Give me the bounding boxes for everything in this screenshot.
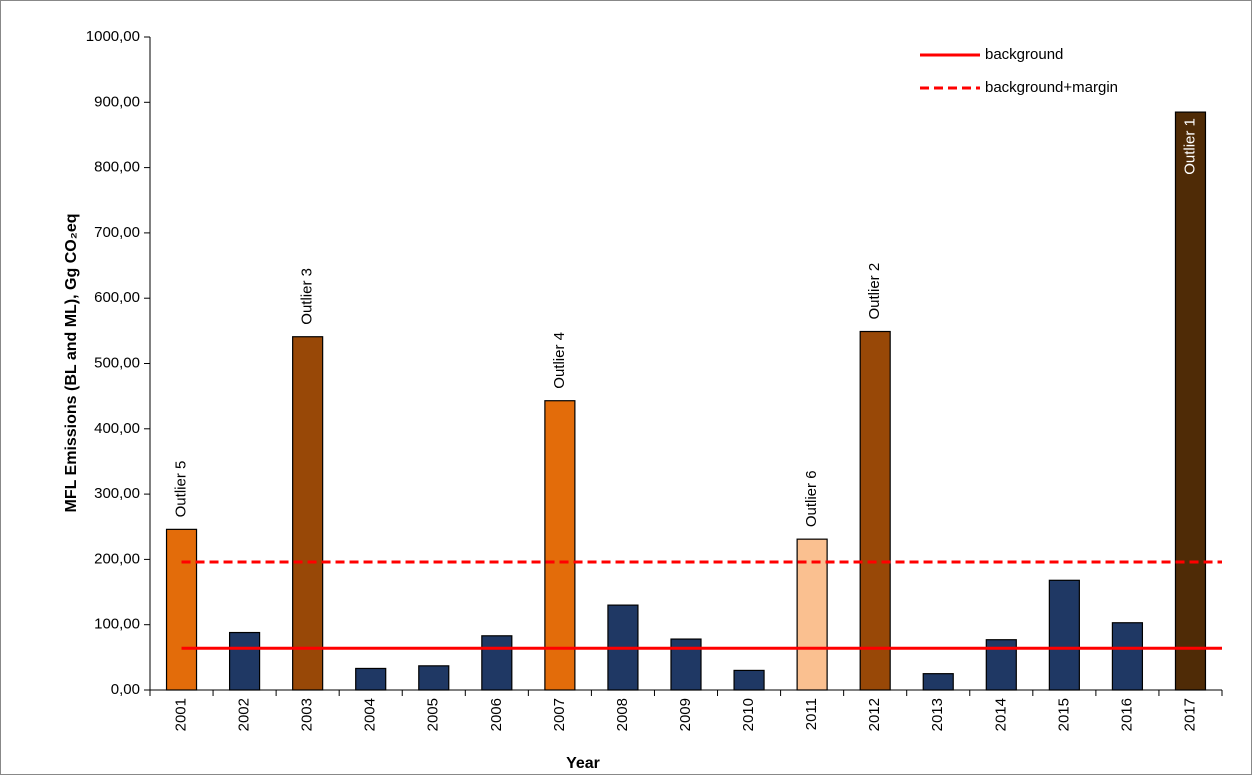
bar — [859, 330, 891, 691]
x-tick-label: 2004 — [362, 698, 379, 731]
bar — [228, 631, 261, 691]
bar — [1111, 622, 1144, 691]
bar — [481, 635, 513, 691]
y-tick-label: 300,00 — [94, 485, 140, 502]
x-tick-label: 2008 — [614, 698, 631, 731]
bar — [1048, 579, 1080, 691]
y-tick-label: 700,00 — [94, 224, 140, 241]
x-tick-label: 2017 — [1181, 698, 1198, 731]
x-tick-label: 2001 — [172, 698, 189, 731]
bar — [292, 336, 324, 691]
y-tick-label: 900,00 — [94, 93, 140, 110]
y-tick-label: 0,00 — [111, 681, 140, 698]
x-tick-label: 2012 — [866, 698, 883, 731]
bar — [922, 673, 954, 691]
y-tick-label: 600,00 — [94, 289, 140, 306]
bar — [544, 400, 576, 691]
y-tick-label: 100,00 — [94, 616, 140, 633]
y-tick-label: 200,00 — [94, 550, 140, 567]
legend-label: background — [985, 46, 1063, 63]
x-tick-label: 2010 — [740, 698, 757, 731]
data-label: Outlier 4 — [551, 332, 568, 389]
x-tick-label: 2015 — [1055, 698, 1072, 731]
data-label: Outlier 6 — [803, 470, 820, 527]
x-tick-label: 2003 — [299, 698, 316, 731]
y-tick-label: 400,00 — [94, 420, 140, 437]
data-label: Outlier 5 — [172, 461, 189, 518]
bar — [418, 665, 450, 691]
x-axis-title: Year — [566, 755, 600, 772]
bar — [355, 667, 387, 691]
y-tick-label: 1000,00 — [86, 28, 140, 45]
bar — [796, 538, 828, 691]
data-label: Outlier 1 — [1181, 118, 1198, 175]
x-tick-label: 2009 — [677, 698, 694, 731]
x-tick-label: 2006 — [488, 698, 505, 731]
x-tick-label: 2002 — [236, 698, 253, 731]
bar — [1174, 111, 1207, 691]
x-tick-label: 2016 — [1118, 698, 1135, 731]
legend-label: background+margin — [985, 79, 1118, 96]
y-tick-label: 500,00 — [94, 354, 140, 371]
x-tick-label: 2011 — [803, 698, 820, 730]
x-tick-label: 2014 — [992, 698, 1009, 731]
bar — [670, 638, 702, 691]
data-label: Outlier 3 — [299, 268, 316, 325]
y-axis-title: MFL Emissions (BL and ML), Gg CO₂eq — [63, 214, 80, 513]
x-tick-label: 2007 — [551, 698, 568, 731]
y-tick-label: 800,00 — [94, 159, 140, 176]
x-tick-label: 2005 — [425, 698, 442, 731]
x-tick-label: 2013 — [929, 698, 946, 731]
bar — [165, 528, 198, 691]
bar — [733, 669, 765, 691]
data-label: Outlier 2 — [866, 263, 883, 320]
